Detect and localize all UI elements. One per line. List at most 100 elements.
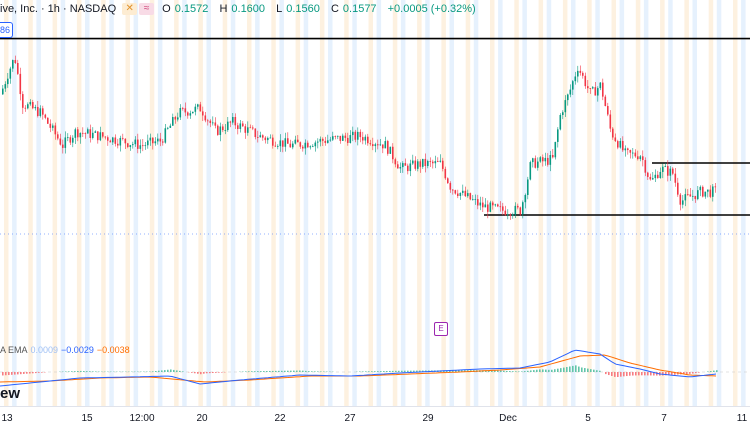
candle-body	[547, 158, 549, 165]
session-band	[207, 0, 212, 406]
candle-body	[692, 196, 694, 197]
candle-body	[337, 136, 339, 137]
session-band	[563, 0, 568, 406]
candle-body	[620, 141, 622, 148]
macd-histogram-bar	[89, 371, 91, 372]
macd-histogram-bar	[695, 372, 697, 373]
candle-body	[252, 127, 254, 128]
macd-histogram-bar	[164, 370, 166, 372]
macd-histogram-bar	[194, 372, 196, 373]
macd-histogram-bar	[605, 372, 607, 374]
candle-body	[132, 144, 134, 145]
candle-body	[565, 100, 567, 112]
wave-icon[interactable]: ≈	[139, 3, 154, 15]
macd-histogram-bar	[371, 371, 373, 372]
candle-body	[580, 71, 582, 73]
candle-body	[352, 132, 354, 135]
candle-body	[625, 148, 627, 150]
candle-body	[55, 126, 57, 135]
candle-body	[622, 141, 624, 150]
candle-body	[652, 178, 654, 179]
candle-body	[307, 143, 309, 148]
candle-body	[200, 104, 202, 111]
candle-body	[432, 162, 434, 164]
candle-body	[155, 141, 157, 143]
candle-body	[455, 190, 457, 193]
candle-body	[115, 137, 117, 143]
candle-body	[590, 88, 592, 89]
macd-histogram-bar	[263, 371, 265, 372]
macd-histogram-bar	[644, 372, 646, 375]
candle-body	[140, 145, 142, 149]
candle-body	[25, 108, 27, 109]
macd-histogram-bar	[200, 372, 202, 374]
candle-body	[582, 73, 584, 76]
macd-histogram-bar	[32, 372, 34, 373]
candle-body	[440, 161, 442, 162]
candles	[2, 56, 716, 220]
flag-icon[interactable]: ✕	[122, 3, 137, 15]
candle-body	[5, 84, 7, 89]
candle-body	[287, 138, 289, 143]
candle-body	[77, 129, 79, 137]
candle-body	[335, 136, 337, 137]
candle-body	[260, 135, 262, 137]
x-tick: 12:00	[129, 413, 154, 424]
candle-body	[492, 203, 494, 206]
symbol-title[interactable]: ive, Inc. · 1h · NASDAQ	[0, 3, 116, 15]
candle-body	[220, 126, 222, 134]
price-change: +0.0005 (+0.32%)	[388, 3, 476, 15]
macd-histogram-bar	[251, 371, 253, 372]
candle-body	[137, 140, 139, 149]
candle-body	[575, 76, 577, 81]
session-band	[369, 0, 374, 406]
candle-body	[60, 139, 62, 145]
macd-histogram-bar	[398, 371, 400, 372]
candle-body	[257, 137, 259, 138]
candle-body	[710, 190, 712, 197]
macd-histogram-bar	[74, 371, 76, 372]
session-band	[595, 0, 600, 406]
session-band	[223, 0, 228, 406]
macd-histogram-bar	[521, 371, 523, 372]
candle-body	[407, 166, 409, 171]
session-band	[441, 0, 446, 406]
macd-histogram-bar	[617, 372, 619, 377]
candle-body	[157, 139, 159, 142]
candle-body	[587, 86, 589, 88]
candle-body	[715, 186, 717, 187]
session-band	[636, 0, 641, 406]
candle-body	[670, 169, 672, 176]
candle-body	[365, 137, 367, 141]
macd-histogram-bar	[215, 372, 217, 373]
macd-histogram-bar	[80, 371, 82, 372]
macd-histogram-bar	[404, 371, 406, 372]
candle-body	[627, 148, 629, 150]
macd-histogram-bar	[155, 371, 157, 372]
session-band	[231, 0, 236, 406]
candle-body	[442, 161, 444, 169]
candle-body	[520, 207, 522, 214]
candle-body	[97, 131, 99, 140]
candle-body	[150, 138, 152, 141]
candle-body	[475, 199, 477, 200]
macd-histogram-bar	[563, 368, 565, 372]
candle-body	[282, 140, 284, 146]
macd-histogram-bar	[266, 371, 268, 372]
session-band	[271, 0, 276, 406]
time-axis[interactable]: 13 15 12:00 20 22 27 29 Dec 5 7 11	[0, 406, 750, 431]
earnings-badge[interactable]: E	[434, 322, 448, 336]
macd-histogram-bar	[650, 372, 652, 375]
candle-body	[205, 115, 207, 120]
price-chip[interactable]: 86	[0, 22, 13, 38]
candle-body	[145, 145, 147, 146]
candle-body	[152, 138, 154, 144]
macd-histogram-bar	[245, 371, 247, 372]
candle-body	[462, 191, 464, 193]
candle-body	[477, 199, 479, 205]
session-band	[733, 0, 738, 406]
candle-body	[417, 161, 419, 169]
candle-body	[567, 94, 569, 100]
